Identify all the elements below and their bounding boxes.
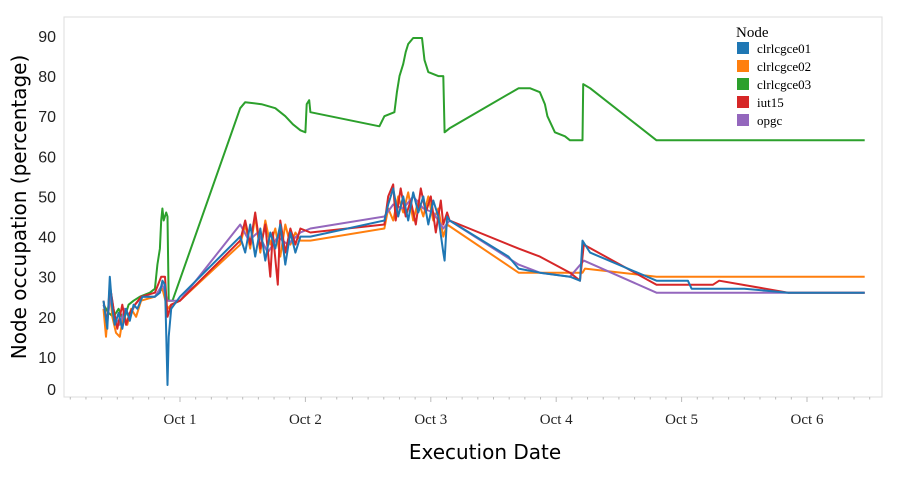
- legend-swatch-clrlcgce02: [737, 60, 749, 72]
- legend-swatch-clrlcgce01: [737, 42, 749, 54]
- y-tick-label: 50: [38, 189, 56, 206]
- y-tick-label: 60: [38, 149, 56, 166]
- legend-swatch-iut15: [737, 96, 749, 108]
- legend-label-iut15: iut15: [757, 95, 784, 110]
- y-tick-label: 20: [38, 310, 56, 327]
- series-line-clrlcgce03: [102, 37, 865, 322]
- y-tick-label: 40: [38, 230, 56, 247]
- x-tick-label: Oct 1: [164, 412, 197, 428]
- y-tick-label: 70: [38, 109, 56, 126]
- x-tick-label: Oct 4: [540, 412, 573, 428]
- y-tick-label: 0: [47, 382, 56, 399]
- y-tick-label: 90: [38, 29, 56, 46]
- x-tick-label: Oct 5: [665, 412, 698, 428]
- series-line-clrlcgce01: [102, 187, 865, 386]
- y-tick-label: 30: [38, 270, 56, 287]
- legend-label-clrlcgce02: clrlcgce02: [757, 59, 811, 74]
- legend-title: Node: [736, 25, 769, 41]
- x-tick-label: Oct 3: [414, 412, 447, 428]
- legend-swatch-clrlcgce03: [737, 78, 749, 90]
- x-tick-label: Oct 6: [791, 412, 824, 428]
- y-tick-label: 10: [38, 350, 56, 367]
- legend-label-opgc: opgc: [757, 113, 783, 128]
- legend-label-clrlcgce01: clrlcgce01: [757, 41, 811, 56]
- x-tick-label: Oct 2: [289, 412, 322, 428]
- y-axis-label: Node occupation (percentage): [7, 55, 31, 360]
- series-line-iut15: [102, 183, 865, 330]
- x-axis-label: Execution Date: [409, 440, 561, 464]
- legend: Node clrlcgce01 clrlcgce02 clrlcgce03 iut15…: [736, 25, 811, 128]
- legend-label-clrlcgce03: clrlcgce03: [757, 77, 811, 92]
- y-tick-label: 80: [38, 69, 56, 86]
- legend-swatch-opgc: [737, 114, 749, 126]
- plot-frame: [63, 16, 883, 398]
